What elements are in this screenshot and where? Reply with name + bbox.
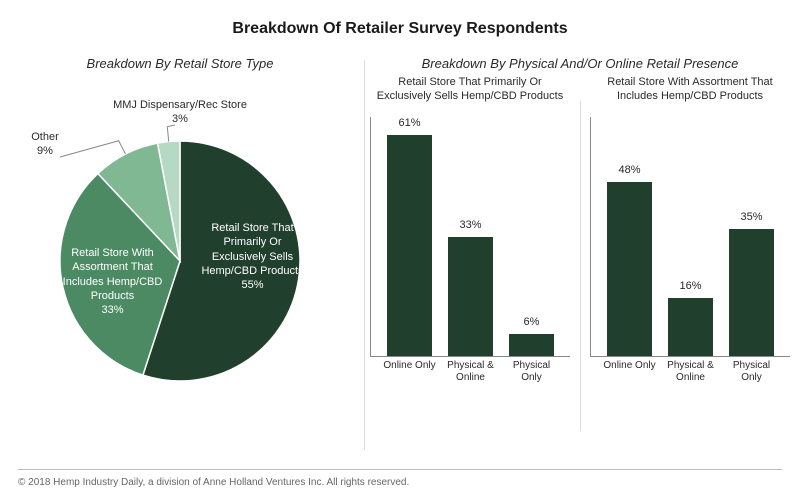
plot-area-0: 61%Online Only33%Physical &Online6%Physi…: [370, 117, 570, 357]
bar-value-label: 16%: [668, 280, 713, 292]
bar-category-label: Physical &Online: [441, 360, 501, 384]
footer-rule: [18, 469, 782, 470]
bar: 6%: [509, 334, 554, 356]
subplot-1-header: Retail Store With Assortment That Includ…: [580, 75, 800, 117]
subplot-0: Retail Store That Primarily Or Exclusive…: [360, 75, 580, 415]
pie-label-primary: Retail Store ThatPrimarily OrExclusively…: [185, 221, 320, 292]
bar-category-label: Physical Only: [722, 360, 782, 384]
plot-area-1: 48%Online Only16%Physical &Online35%Phys…: [590, 117, 790, 357]
pie-wrap: Other9% MMJ Dispensary/Rec Store3% Retai…: [0, 71, 360, 411]
subplot-1: Retail Store With Assortment That Includ…: [580, 75, 800, 415]
left-panel: Breakdown By Retail Store Type Other9% M…: [0, 46, 360, 446]
bar-value-label: 6%: [509, 316, 554, 328]
subplot-0-header: Retail Store That Primarily Or Exclusive…: [360, 75, 580, 117]
bar: 48%: [607, 182, 652, 356]
bar: 35%: [729, 229, 774, 356]
bar-value-label: 33%: [448, 219, 493, 231]
pie-label-assortment: Retail Store WithAssortment ThatIncludes…: [55, 246, 170, 317]
bar-category-label: Physical Only: [502, 360, 562, 384]
chart-main-title: Breakdown Of Retailer Survey Respondents: [0, 0, 800, 38]
right-subtitle: Breakdown By Physical And/Or Online Reta…: [360, 56, 800, 71]
bar-category-label: Physical &Online: [661, 360, 721, 384]
bar-value-label: 35%: [729, 211, 774, 223]
left-subtitle: Breakdown By Retail Store Type: [0, 56, 360, 71]
bar-value-label: 48%: [607, 164, 652, 176]
bar: 61%: [387, 135, 432, 356]
panel-row: Breakdown By Retail Store Type Other9% M…: [0, 46, 800, 446]
vertical-divider: [364, 60, 365, 450]
bar-subplots: Retail Store That Primarily Or Exclusive…: [360, 75, 800, 415]
pie-callout-mmj: MMJ Dispensary/Rec Store3%: [90, 99, 270, 127]
footer-copyright: © 2018 Hemp Industry Daily, a division o…: [18, 477, 409, 488]
pie-callout-other: Other9%: [20, 131, 70, 159]
bar-category-label: Online Only: [600, 360, 660, 372]
bar: 16%: [668, 298, 713, 356]
bar: 33%: [448, 237, 493, 357]
bar-category-label: Online Only: [380, 360, 440, 372]
bar-value-label: 61%: [387, 117, 432, 129]
right-panel: Breakdown By Physical And/Or Online Reta…: [360, 46, 800, 446]
